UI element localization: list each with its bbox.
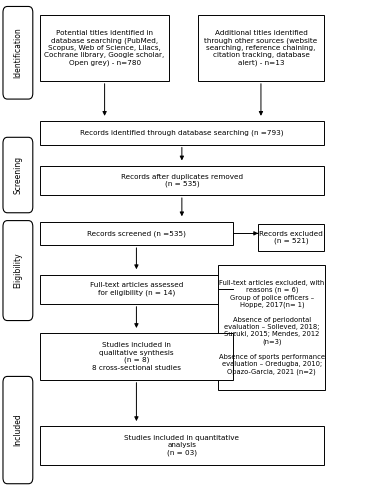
FancyBboxPatch shape xyxy=(40,121,324,144)
FancyBboxPatch shape xyxy=(198,15,324,81)
FancyBboxPatch shape xyxy=(40,166,324,195)
Text: Screening: Screening xyxy=(13,156,22,194)
Text: Eligibility: Eligibility xyxy=(13,253,22,288)
FancyBboxPatch shape xyxy=(40,15,169,81)
Text: Records identified through database searching (n =793): Records identified through database sear… xyxy=(80,130,283,136)
Text: Included: Included xyxy=(13,414,22,446)
FancyBboxPatch shape xyxy=(3,220,33,320)
FancyBboxPatch shape xyxy=(258,224,324,251)
Text: Additional titles identified
through other sources (website
searching, reference: Additional titles identified through oth… xyxy=(204,30,318,66)
Text: Identification: Identification xyxy=(13,28,22,78)
Text: Records excluded
(n = 521): Records excluded (n = 521) xyxy=(259,230,323,244)
Text: Studies included in quantitative
analysis
(n = 03): Studies included in quantitative analysi… xyxy=(124,435,239,456)
FancyBboxPatch shape xyxy=(218,264,325,390)
Text: Records after duplicates removed
(n = 535): Records after duplicates removed (n = 53… xyxy=(121,174,243,188)
Text: Studies included in
qualitative synthesis
(n = 8)
8 cross-sectional studies: Studies included in qualitative synthesi… xyxy=(92,342,181,370)
FancyBboxPatch shape xyxy=(40,334,233,380)
Text: Full-text articles excluded, with
reasons (n = 6)
Group of police officers –
Hop: Full-text articles excluded, with reason… xyxy=(219,280,325,374)
FancyBboxPatch shape xyxy=(3,6,33,99)
FancyBboxPatch shape xyxy=(40,274,233,304)
Text: Records screened (n =535): Records screened (n =535) xyxy=(87,230,186,236)
FancyBboxPatch shape xyxy=(3,138,33,213)
FancyBboxPatch shape xyxy=(3,376,33,484)
Text: Potential titles identified in
database searching (PubMed,
Scopus, Web of Scienc: Potential titles identified in database … xyxy=(45,30,165,66)
Text: Full-text articles assessed
for eligibility (n = 14): Full-text articles assessed for eligibil… xyxy=(90,282,183,296)
FancyBboxPatch shape xyxy=(40,426,324,465)
FancyBboxPatch shape xyxy=(40,222,233,245)
